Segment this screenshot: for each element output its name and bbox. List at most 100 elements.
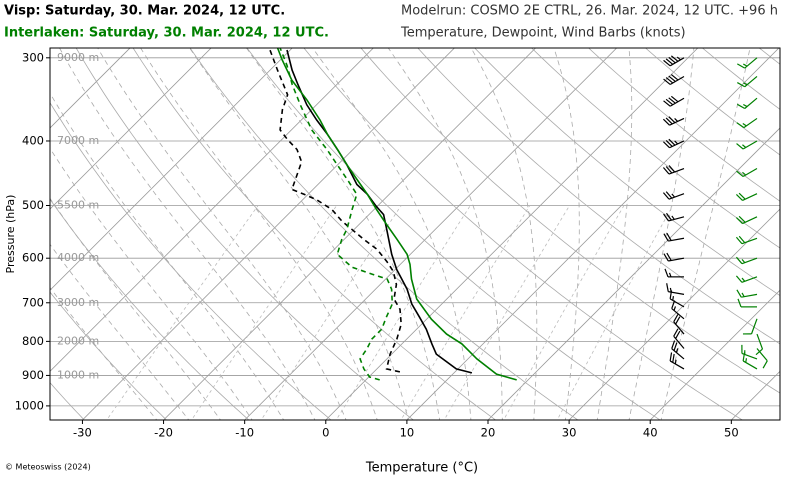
barb-staff <box>756 333 764 350</box>
y-tick-label: 900 <box>22 368 44 382</box>
mixing-ratio-line <box>443 205 570 420</box>
wind-barb <box>735 256 758 265</box>
y-tick-label: 700 <box>22 295 44 309</box>
isotherm <box>50 48 131 129</box>
mixing-ratio-line <box>503 205 625 420</box>
isotherm <box>568 208 780 420</box>
dry-adiabat <box>644 48 780 156</box>
wind-barb <box>673 328 685 349</box>
x-tick-label: -30 <box>73 426 92 440</box>
moist-adiabat <box>553 48 580 420</box>
wind-barb <box>742 352 758 370</box>
wind-barb <box>736 117 758 129</box>
barb-full <box>665 166 673 174</box>
altitude-label: 4000 m <box>57 251 99 264</box>
moist-adiabat <box>97 48 347 420</box>
dry-adiabat <box>50 291 168 420</box>
x-tick-label: 30 <box>562 426 577 440</box>
dry-adiabat <box>50 382 85 420</box>
dry-adiabat <box>417 48 780 345</box>
barb-full <box>665 191 673 199</box>
station-title: Interlaken: Saturday, 30. Mar. 2024, 12 … <box>4 26 329 41</box>
moist-adiabat <box>596 48 633 420</box>
barb-full <box>671 300 676 309</box>
barb-full <box>663 59 671 67</box>
barb-half <box>672 296 675 301</box>
dry-adiabat <box>588 48 780 202</box>
barb-half <box>742 171 747 176</box>
barb-full <box>671 340 676 349</box>
y-axis-label: Pressure (hPa) <box>4 195 17 274</box>
moist-adiabat <box>189 48 409 420</box>
dry-adiabat <box>132 48 497 420</box>
isotherm <box>244 48 618 420</box>
isotherm <box>649 289 780 420</box>
altitude-label: 9000 m <box>57 51 99 64</box>
isotherm <box>50 48 374 372</box>
moist-adiabat <box>50 92 285 420</box>
wind-barb <box>663 95 685 107</box>
barb-full <box>737 103 746 110</box>
barb-full <box>738 192 746 200</box>
altitude-label: 1000 m <box>57 368 99 381</box>
barb-full <box>669 290 673 299</box>
barb-full <box>663 233 669 242</box>
dry-adiabat <box>246 48 661 420</box>
dry-adiabat <box>189 48 579 420</box>
moist-adiabat <box>50 243 190 420</box>
barb-staff <box>750 318 758 335</box>
mixing-ratio-line <box>191 205 338 420</box>
barb-full <box>737 82 746 88</box>
barb-full <box>735 236 743 245</box>
wind-barb <box>736 140 758 150</box>
isotherm <box>50 48 212 210</box>
barb-full <box>665 98 674 106</box>
altitude-label: 3000 m <box>57 296 99 309</box>
barb-half <box>742 144 747 148</box>
altitude-label: 2000 m <box>57 334 99 347</box>
x-axis-label: Temperature (°C) <box>365 461 478 476</box>
barb-full <box>665 117 673 125</box>
chart-subtitle: Temperature, Dewpoint, Wind Barbs (knots… <box>400 26 686 41</box>
isotherm <box>487 127 780 420</box>
barb-half <box>743 82 748 86</box>
wind-barb <box>669 290 685 308</box>
barb-half <box>742 122 747 127</box>
altitude-label: 5500 m <box>57 198 99 211</box>
x-tick-label: -20 <box>154 426 173 440</box>
altitude-label: 7000 m <box>57 134 99 147</box>
wind-barb <box>663 252 685 262</box>
barb-full <box>668 75 676 82</box>
barb-full <box>738 235 746 244</box>
moist-adiabat <box>387 48 503 420</box>
x-tick-label: 0 <box>322 426 329 440</box>
barb-full <box>666 252 672 261</box>
wind-barb <box>735 235 758 245</box>
barb-full <box>663 213 670 222</box>
dry-adiabat <box>50 198 250 420</box>
barb-half <box>671 215 675 220</box>
moist-adiabat <box>50 197 221 420</box>
barb-full <box>664 268 669 278</box>
x-tick-label: 50 <box>724 426 739 440</box>
dry-adiabat <box>360 48 780 394</box>
barb-full <box>665 212 672 221</box>
moist-adiabat <box>50 287 158 420</box>
moist-adiabat <box>628 48 695 420</box>
plot-frame <box>49 47 781 421</box>
y-tick-label: 300 <box>22 50 44 64</box>
x-tick-label: -10 <box>235 426 254 440</box>
barb-half <box>676 56 681 61</box>
barb-full <box>663 100 671 107</box>
dry-adiabat <box>303 48 744 420</box>
barb-full <box>670 74 679 81</box>
barb-full <box>736 289 742 298</box>
barb-full <box>738 215 746 223</box>
wind-barb <box>673 314 685 335</box>
barb-full <box>673 314 679 323</box>
dry-adiabat <box>531 48 780 249</box>
y-tick-label: 600 <box>22 251 44 265</box>
barb-full <box>742 352 746 362</box>
